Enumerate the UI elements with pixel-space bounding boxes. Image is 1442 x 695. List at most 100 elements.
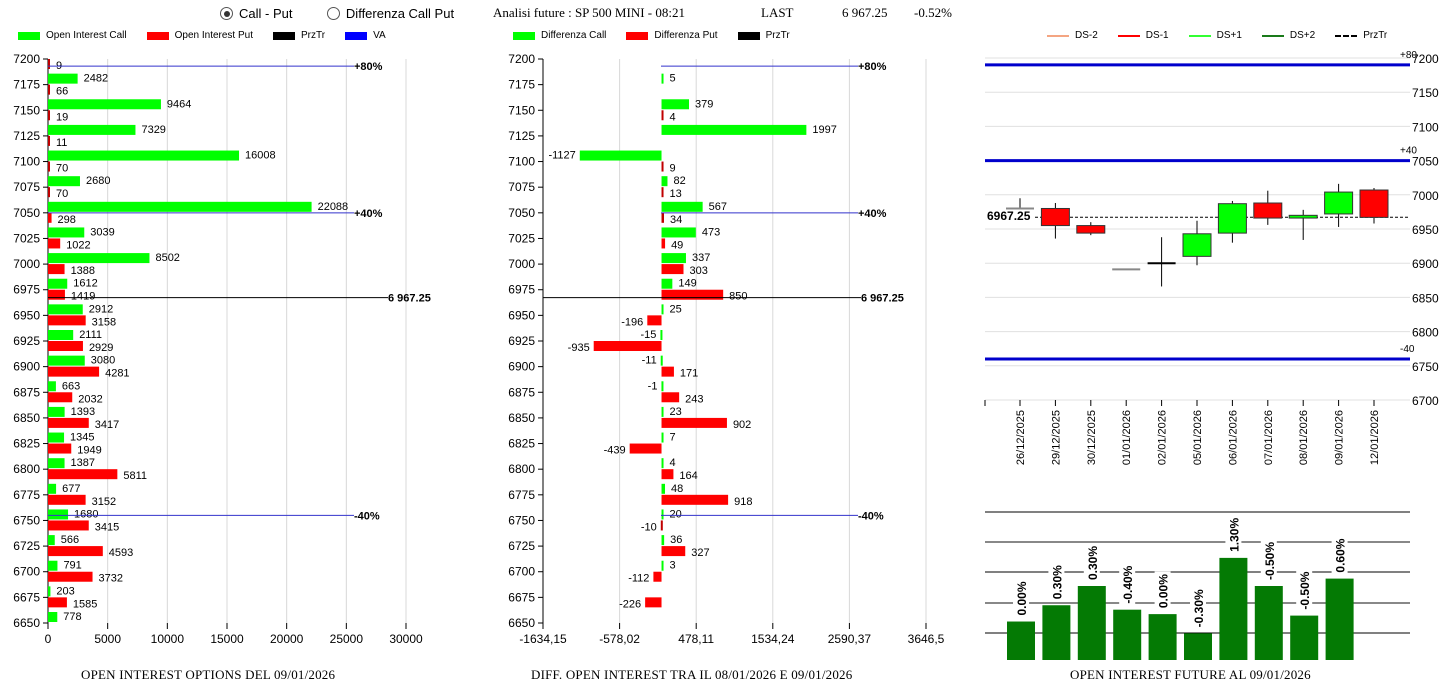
- call-bar: [48, 99, 161, 110]
- call-value-label: 22088: [318, 201, 349, 213]
- y-tick-label: 6725: [508, 539, 535, 553]
- legend-item-oi-put: Open Interest Put: [146, 30, 253, 41]
- y-tick-label: 6650: [508, 616, 535, 630]
- y-tick-label: 6750: [508, 513, 535, 527]
- legend-label: Differenza Call: [541, 30, 607, 41]
- oi-bar: [1290, 615, 1319, 660]
- put-bar: [48, 110, 50, 121]
- put-value-label: 1388: [71, 265, 95, 277]
- call-value-label: 1387: [71, 457, 95, 469]
- y-tick-label: 6975: [508, 283, 535, 297]
- y-tick-label: 6925: [508, 334, 535, 348]
- put-bar: [48, 392, 73, 403]
- call-bar: [661, 253, 686, 264]
- y-tick-label: 6875: [508, 385, 535, 399]
- call-bar: [661, 432, 664, 443]
- call-bar: [661, 73, 664, 84]
- legend-item-oi-call: Open Interest Call: [18, 30, 127, 41]
- call-bar: [48, 124, 136, 135]
- oi-bar: [1325, 578, 1354, 660]
- put-value-label: 1585: [73, 598, 97, 610]
- y-tick-label: 7100: [1412, 120, 1439, 134]
- put-value-label: 4: [670, 111, 676, 123]
- radio-call-put[interactable]: Call - Put: [220, 6, 292, 21]
- put-bar: [653, 571, 662, 582]
- put-bar: [48, 187, 50, 198]
- oi-legend: Open Interest Call Open Interest Put Prz…: [18, 30, 400, 41]
- candle-body: [1076, 225, 1106, 234]
- call-bar: [48, 330, 74, 340]
- oi-options-chart: 0 5000 10000 15000 20000 25000 30000 7200 7175 71…: [13, 52, 431, 646]
- put-value-label: 19: [56, 111, 68, 123]
- put-value-label: 243: [685, 393, 703, 405]
- oi-bar: [1254, 586, 1283, 660]
- put-value-label: 3732: [99, 573, 123, 585]
- oi-chart-title: OPEN INTEREST OPTIONS DEL 09/01/2026: [81, 667, 336, 682]
- put-value-label: -226: [619, 598, 641, 610]
- radio-unselected-icon[interactable]: [326, 7, 340, 20]
- legend-label: PrzTr: [765, 30, 790, 41]
- call-bar: [660, 355, 663, 366]
- x-tick-label: 478,11: [678, 632, 714, 646]
- legend-swatch-call: [18, 31, 40, 40]
- y-tick-label: 6950: [1412, 223, 1439, 237]
- oi-bar: [1077, 586, 1106, 660]
- put-value-label: 3415: [95, 521, 119, 533]
- call-value-label: 16008: [245, 150, 276, 162]
- candle-body: [1359, 189, 1389, 218]
- call-value-label: 1612: [73, 278, 97, 290]
- y-tick-label: 7150: [13, 103, 40, 117]
- call-value-label: 3: [670, 560, 676, 572]
- przTr-label: 6967.25: [987, 209, 1031, 223]
- put-bar: [661, 161, 664, 172]
- candle-legend: DS-2 DS-1 DS+1 DS+2 PrzTr: [1047, 30, 1401, 41]
- call-value-label: 567: [709, 201, 727, 213]
- put-bar: [48, 443, 72, 454]
- call-value-label: 5: [670, 73, 676, 85]
- put-bar: [661, 366, 674, 377]
- call-bar: [661, 278, 673, 289]
- y-tick-label: 7200: [508, 52, 535, 66]
- put-value-label: 13: [670, 188, 682, 200]
- put-bar: [48, 84, 50, 95]
- call-bar: [48, 458, 65, 469]
- y-tick-label: 7150: [508, 103, 535, 117]
- put-value-label: 1949: [77, 445, 101, 457]
- bar-value-label: 0.00%: [1157, 574, 1171, 608]
- legend-item-przTr: PrzTr: [273, 30, 325, 41]
- put-value-label: -439: [604, 445, 626, 457]
- call-bar: [48, 483, 57, 494]
- x-tick-label: 01/01/2026: [1121, 410, 1133, 465]
- call-value-label: 663: [62, 380, 80, 392]
- legend-label: PrzTr: [301, 30, 326, 41]
- put-bar: [48, 494, 86, 505]
- y-tick-label: 6925: [13, 334, 40, 348]
- y-tick-label: 6725: [13, 539, 40, 553]
- put-bar: [645, 597, 662, 608]
- radio-differenza[interactable]: Differenza Call Put: [326, 6, 454, 21]
- put-bar: [48, 417, 89, 428]
- bar-label-bg: [1225, 515, 1242, 554]
- last-label: LAST: [761, 5, 794, 20]
- legend-item-ds+1: DS+1: [1188, 30, 1242, 41]
- last-change: -0.52%: [914, 5, 952, 20]
- x-tick-label: -1634,15: [519, 632, 567, 646]
- put-value-label: 3152: [92, 496, 116, 508]
- x-tick-label: 07/01/2026: [1263, 410, 1275, 465]
- y-tick-label: 7050: [508, 206, 535, 220]
- x-tick-label: 06/01/2026: [1227, 410, 1239, 465]
- call-bar: [48, 278, 68, 289]
- call-value-label: 82: [673, 175, 685, 187]
- va-label: +80%: [354, 61, 383, 73]
- y-tick-label: 6900: [13, 360, 40, 374]
- put-value-label: 66: [56, 86, 68, 98]
- put-bar: [661, 110, 664, 121]
- legend-label: DS+1: [1216, 30, 1242, 41]
- put-value-label: 2032: [78, 393, 102, 405]
- y-tick-label: 6800: [1412, 326, 1439, 340]
- put-bar: [661, 392, 680, 403]
- legend-label: DS+2: [1289, 30, 1316, 41]
- put-value-label: -10: [641, 521, 657, 533]
- oi-bar: [1042, 605, 1071, 660]
- radio-selected-icon[interactable]: [220, 7, 233, 20]
